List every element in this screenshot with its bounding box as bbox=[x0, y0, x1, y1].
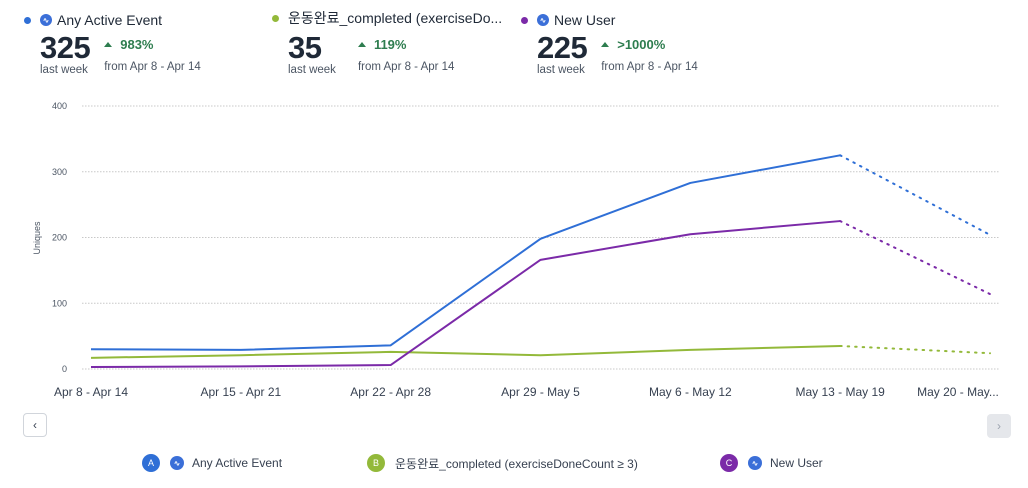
summary-period: last week bbox=[537, 64, 585, 76]
data-point[interactable] bbox=[88, 346, 94, 352]
data-point[interactable] bbox=[987, 232, 993, 238]
summary-value: 325 bbox=[40, 30, 91, 65]
summary-label: New User bbox=[554, 12, 616, 28]
legend-label: New User bbox=[770, 456, 823, 470]
y-tick-label: 400 bbox=[52, 101, 67, 111]
data-point[interactable] bbox=[837, 152, 843, 158]
data-point[interactable] bbox=[238, 352, 244, 358]
series-color-dot bbox=[24, 16, 31, 24]
summary-compare: from Apr 8 - Apr 14 bbox=[601, 61, 698, 73]
legend-badge: B bbox=[367, 454, 385, 472]
x-tick-label: Apr 29 - May 5 bbox=[501, 385, 580, 399]
data-point[interactable] bbox=[538, 352, 544, 358]
summary-exercise-completed: 운동완료_completed (exerciseDo... 35 last wee… bbox=[272, 10, 502, 76]
line-chart: 0 100 200 300 400 Uniques Apr 8 - Apr 14 Apr … bbox=[32, 101, 1000, 399]
up-arrow-icon bbox=[601, 42, 610, 47]
summary-compare: from Apr 8 - Apr 14 bbox=[357, 61, 455, 73]
x-tick-label: May 6 - May 12 bbox=[649, 385, 732, 399]
summary-compare: from Apr 8 - Apr 14 bbox=[104, 61, 201, 73]
chart-prev-button[interactable]: ‹ bbox=[23, 413, 47, 437]
data-point[interactable] bbox=[388, 349, 394, 355]
data-point[interactable] bbox=[687, 231, 693, 237]
x-tick-label: May 20 - May... bbox=[917, 385, 999, 399]
data-point[interactable] bbox=[538, 236, 544, 242]
data-point[interactable] bbox=[238, 363, 244, 369]
data-point[interactable] bbox=[837, 343, 843, 349]
chevron-right-icon: › bbox=[997, 419, 1001, 433]
legend-label: 운동완료_completed (exerciseDoneCount ≥ 3) bbox=[395, 456, 638, 471]
summary-change: 983% bbox=[104, 37, 201, 52]
y-tick-label: 300 bbox=[52, 167, 67, 177]
legend-item-c[interactable]: C ∿ New User bbox=[720, 454, 823, 472]
legend-badge: A bbox=[142, 454, 160, 472]
summary-new-user: ∿ New User 225 last week >1000% from Apr 8 … bbox=[521, 12, 698, 76]
chevron-left-icon: ‹ bbox=[33, 418, 37, 432]
series-line-incomplete bbox=[839, 220, 991, 296]
series-color-dot bbox=[521, 16, 528, 24]
summary-value: 225 bbox=[537, 30, 588, 65]
data-point[interactable] bbox=[687, 347, 693, 353]
summary-label: Any Active Event bbox=[57, 12, 163, 28]
change-value: 983% bbox=[120, 37, 154, 52]
legend-item-a[interactable]: A ∿ Any Active Event bbox=[142, 454, 282, 472]
data-point[interactable] bbox=[88, 355, 94, 361]
y-tick-label: 100 bbox=[52, 298, 67, 308]
x-tick-label: Apr 15 - Apr 21 bbox=[200, 385, 281, 399]
chart-next-button[interactable]: › bbox=[987, 414, 1011, 438]
series-line bbox=[90, 154, 841, 351]
data-point[interactable] bbox=[837, 218, 843, 224]
summary-change: >1000% bbox=[601, 37, 698, 52]
data-point[interactable] bbox=[238, 347, 244, 353]
legend-label: Any Active Event bbox=[192, 456, 283, 470]
x-tick-label: Apr 22 - Apr 28 bbox=[350, 385, 431, 399]
legend-item-b[interactable]: B 운동완료_completed (exerciseDoneCount ≥ 3) bbox=[367, 454, 638, 472]
y-axis-label: Uniques bbox=[32, 221, 42, 255]
series-line bbox=[90, 220, 841, 369]
series-color-dot bbox=[272, 14, 279, 22]
up-arrow-icon bbox=[357, 42, 366, 47]
event-icon: ∿ bbox=[40, 14, 52, 26]
event-icon: ∿ bbox=[537, 14, 549, 26]
up-arrow-icon bbox=[104, 42, 113, 47]
summary-label: 운동완료_completed (exerciseDo... bbox=[288, 10, 503, 26]
summary-value: 35 bbox=[288, 30, 322, 65]
data-point[interactable] bbox=[388, 342, 394, 348]
data-point[interactable] bbox=[388, 362, 394, 368]
event-icon: ∿ bbox=[170, 456, 184, 470]
event-icon: ∿ bbox=[748, 456, 762, 470]
y-tick-label: 0 bbox=[62, 364, 67, 374]
data-point[interactable] bbox=[687, 180, 693, 186]
change-value: >1000% bbox=[617, 37, 666, 52]
summary-any-active-event: ∿ Any Active Event 325 last week 983% from … bbox=[24, 12, 201, 76]
series-line-incomplete bbox=[839, 154, 991, 236]
series-line bbox=[90, 344, 841, 359]
summary-period: last week bbox=[40, 64, 88, 76]
series-line-incomplete bbox=[839, 344, 991, 355]
x-tick-label: May 13 - May 19 bbox=[795, 385, 885, 399]
y-tick-label: 200 bbox=[52, 233, 67, 243]
summary-change: 119% bbox=[357, 37, 455, 52]
data-point[interactable] bbox=[987, 350, 993, 356]
summary-period: last week bbox=[288, 64, 336, 76]
x-tick-label: Apr 8 - Apr 14 bbox=[54, 385, 128, 399]
data-point[interactable] bbox=[88, 364, 94, 370]
data-point[interactable] bbox=[987, 291, 993, 297]
change-value: 119% bbox=[373, 37, 407, 52]
chart-legend: A ∿ Any Active Event B 운동완료_completed (e… bbox=[0, 454, 1028, 474]
data-point[interactable] bbox=[538, 257, 544, 263]
legend-badge: C bbox=[720, 454, 738, 472]
